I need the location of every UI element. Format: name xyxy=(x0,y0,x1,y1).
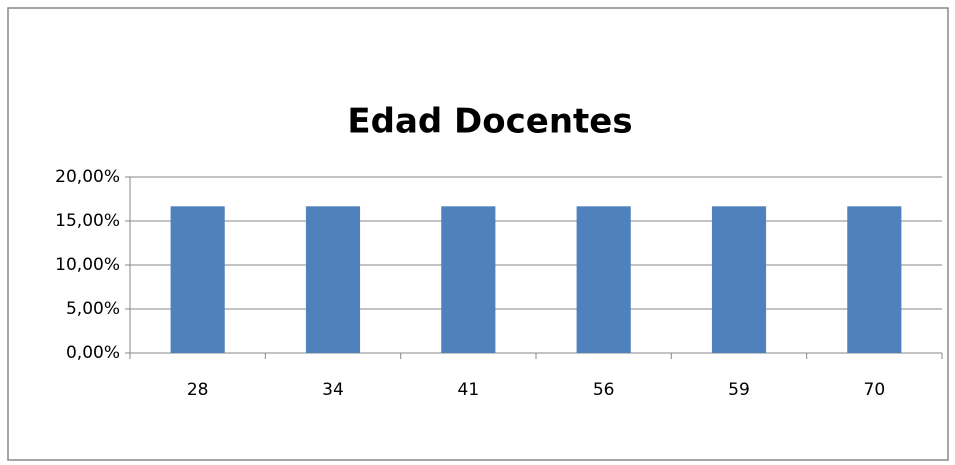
x-tick-label: 28 xyxy=(187,380,209,400)
x-tick-label: 34 xyxy=(322,380,344,400)
y-tick-label: 20,00% xyxy=(55,167,120,187)
x-tick-label: 41 xyxy=(458,380,480,400)
y-tick-label: 0,00% xyxy=(66,343,120,363)
y-tick-label: 10,00% xyxy=(55,255,120,275)
x-tick-label: 70 xyxy=(864,380,886,400)
bar xyxy=(305,206,361,353)
x-tick-label: 59 xyxy=(728,380,750,400)
y-tick-label: 15,00% xyxy=(55,211,120,231)
bar xyxy=(441,206,496,353)
bar xyxy=(576,206,631,353)
bar xyxy=(711,206,767,353)
bar xyxy=(170,206,225,353)
x-tick-label: 56 xyxy=(593,380,615,400)
y-tick-label: 5,00% xyxy=(66,299,120,319)
chart-title: Edad Docentes xyxy=(347,102,632,142)
bar xyxy=(847,206,902,353)
